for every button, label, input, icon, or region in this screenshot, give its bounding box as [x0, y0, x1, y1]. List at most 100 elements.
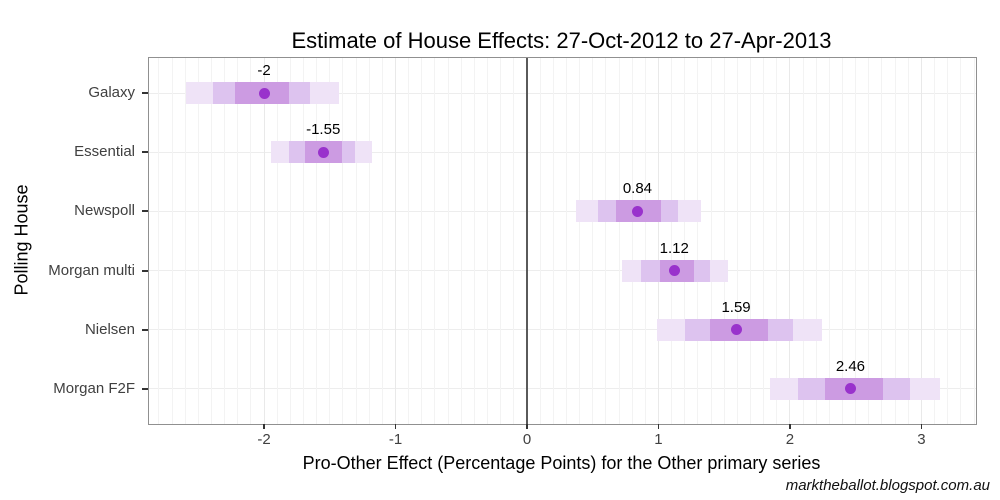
v-gridline-minor [644, 58, 646, 424]
v-gridline-minor [473, 58, 475, 424]
v-gridline-minor [868, 58, 870, 424]
v-gridline-minor [907, 58, 909, 424]
v-gridline-minor [947, 58, 949, 424]
x-tick [526, 424, 528, 429]
value-label: -2 [257, 62, 271, 80]
v-gridline-minor [210, 58, 212, 424]
row-gridline [149, 329, 976, 331]
plot-panel: -2 -1.55 0.84 1.12 1.59 2.46 -2 -1 0 1 2 3 Galaxy Ess… [48, 57, 977, 448]
point-dot [258, 87, 270, 99]
x-tick-label: 3 [917, 431, 926, 448]
y-tick [142, 328, 148, 331]
v-gridline-major [395, 58, 397, 424]
v-gridline-minor [250, 58, 252, 424]
v-gridline-minor [329, 58, 331, 424]
v-gridline-minor [460, 58, 462, 424]
v-gridline-minor [368, 58, 370, 424]
y-tick-label: Essential [74, 143, 135, 161]
y-tick-label: Morgan F2F [53, 379, 135, 397]
watermark-text: marktheballot.blogspot.com.au [785, 477, 990, 494]
v-gridline-minor [973, 58, 975, 424]
v-gridline-minor [736, 58, 738, 424]
v-gridline-minor [934, 58, 936, 424]
v-gridline-minor [447, 58, 449, 424]
v-gridline-minor [552, 58, 554, 424]
v-gridline-minor [224, 58, 226, 424]
row-gridline [149, 270, 976, 272]
v-gridline-minor [960, 58, 962, 424]
y-tick [142, 92, 148, 95]
v-gridline-minor [894, 58, 896, 424]
y-tick [142, 210, 148, 213]
y-tick [142, 387, 148, 390]
x-tick-label: 1 [654, 431, 663, 448]
chart-title: Estimate of House Effects: 27-Oct-2012 t… [291, 28, 832, 53]
v-gridline-minor [316, 58, 318, 424]
v-gridline-minor [487, 58, 489, 424]
x-tick-label: 0 [522, 431, 532, 448]
y-tick-label: Morgan multi [48, 261, 135, 279]
y-tick-label: Newspoll [74, 202, 135, 220]
value-label: 1.12 [659, 239, 689, 257]
v-gridline-minor [842, 58, 844, 424]
v-gridline-minor [710, 58, 712, 424]
v-gridline-minor [579, 58, 581, 424]
point-dot [730, 324, 742, 336]
v-gridline-major [789, 58, 791, 424]
v-gridline-minor [513, 58, 515, 424]
v-gridline-minor [776, 58, 778, 424]
v-gridline-minor [802, 58, 804, 424]
v-gridline-minor [434, 58, 436, 424]
v-gridline-minor [605, 58, 607, 424]
v-gridline-minor [302, 58, 304, 424]
v-gridline-minor [539, 58, 541, 424]
x-tick [920, 424, 923, 429]
v-gridline-minor [158, 58, 160, 424]
x-tick-label: -1 [388, 431, 403, 448]
row-gridline [149, 210, 976, 212]
v-gridline-minor [618, 58, 620, 424]
value-label: 2.46 [835, 357, 866, 375]
v-gridline-minor [750, 58, 751, 424]
v-gridline-minor [684, 58, 686, 424]
x-tick-label: -2 [257, 431, 271, 448]
value-label: 1.59 [721, 298, 751, 316]
v-gridline-minor [289, 58, 291, 424]
row-gridline [149, 92, 976, 94]
v-gridline-minor [184, 58, 186, 424]
point-dot [844, 383, 856, 395]
v-gridline-minor [276, 58, 278, 424]
x-tick [789, 424, 791, 429]
point-dot [668, 265, 680, 277]
v-gridline-minor [565, 58, 567, 424]
value-label: -1.55 [306, 121, 341, 139]
x-tick [657, 424, 660, 429]
v-gridline-minor [500, 58, 502, 424]
v-gridline-minor [763, 58, 765, 424]
v-gridline-minor [237, 58, 239, 424]
v-gridline-minor [342, 58, 344, 424]
y-tick [142, 151, 148, 154]
v-gridline-minor [855, 58, 857, 424]
y-tick [142, 269, 148, 272]
v-gridline-minor [408, 58, 410, 424]
v-gridline-minor [697, 58, 699, 424]
y-tick-label: Nielsen [84, 320, 135, 338]
v-gridline-minor [815, 58, 817, 424]
v-gridline-minor [631, 58, 633, 424]
v-gridline-major [263, 58, 265, 424]
v-gridline-minor [828, 58, 830, 424]
v-gridline-minor [355, 58, 357, 424]
v-gridline-major [920, 58, 922, 424]
row-gridline [149, 151, 976, 153]
y-tick-label: Galaxy [88, 84, 135, 102]
zero-reference-line [526, 58, 528, 424]
v-gridline-minor [723, 58, 725, 424]
v-gridline-minor [421, 58, 423, 424]
row-gridline [149, 388, 976, 390]
v-gridline-minor [197, 58, 199, 424]
v-gridline-minor [881, 58, 883, 424]
v-gridline-minor [381, 58, 383, 424]
v-gridline-minor [671, 58, 673, 424]
